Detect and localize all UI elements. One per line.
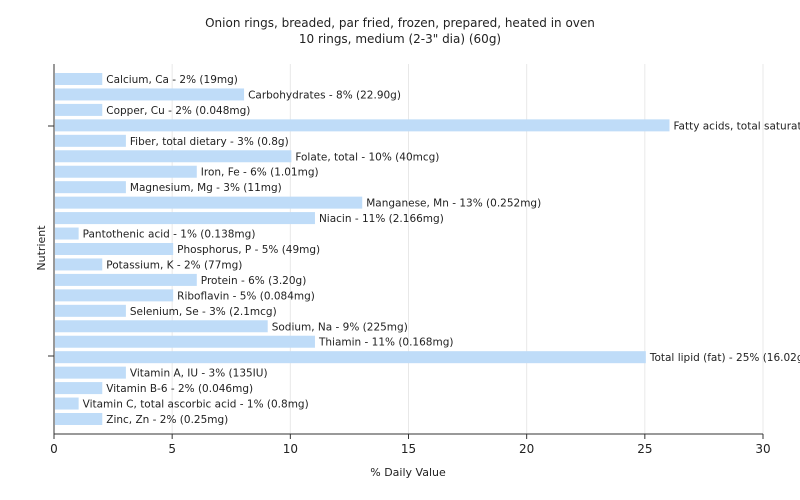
bar <box>55 413 103 425</box>
bar <box>55 103 103 116</box>
bar-label: Iron, Fe - 6% (1.01mg) <box>201 167 319 179</box>
x-tick-label: 30 <box>755 442 770 456</box>
bar-label: Magnesium, Mg - 3% (11mg) <box>130 182 282 194</box>
y-axis-label: Nutrient <box>35 225 48 271</box>
bar <box>55 366 126 379</box>
bar <box>55 273 197 286</box>
bar <box>55 243 174 255</box>
bar-label: Manganese, Mn - 13% (0.252mg) <box>366 198 541 210</box>
bar-label: Calcium, Ca - 2% (19mg) <box>106 74 238 86</box>
bar-label: Fiber, total dietary - 3% (0.8g) <box>130 136 289 148</box>
x-tick-label: 20 <box>519 442 534 456</box>
bar-label: Niacin - 11% (2.166mg) <box>319 213 444 225</box>
bar <box>55 119 670 132</box>
bar <box>55 150 292 163</box>
bar-label: Copper, Cu - 2% (0.048mg) <box>106 105 250 117</box>
bar-label: Vitamin C, total ascorbic acid - 1% (0.8… <box>83 399 309 411</box>
bar-label: Folate, total - 10% (40mcg) <box>295 151 439 163</box>
bar <box>55 335 315 348</box>
bar-label: Phosphorus, P - 5% (49mg) <box>177 244 320 256</box>
x-tick-label: 15 <box>401 442 416 456</box>
chart-subtitle: 10 rings, medium (2-3" dia) (60g) <box>298 32 502 46</box>
bar-label: Thiamin - 11% (0.168mg) <box>318 337 454 349</box>
bar <box>55 212 315 225</box>
bar-label: Vitamin B-6 - 2% (0.046mg) <box>106 383 253 395</box>
bar <box>55 304 126 317</box>
bar-label: Sodium, Na - 9% (225mg) <box>272 321 408 333</box>
bar-label: Riboflavin - 5% (0.084mg) <box>177 290 315 302</box>
bar <box>55 397 79 410</box>
chart-title: Onion rings, breaded, par fried, frozen,… <box>205 16 595 30</box>
bar-label: Vitamin A, IU - 3% (135IU) <box>130 368 268 380</box>
chart-title-block: Onion rings, breaded, par fried, frozen,… <box>0 15 800 47</box>
bar <box>55 88 245 101</box>
x-tick-label: 25 <box>637 442 652 456</box>
x-tick-label: 0 <box>50 442 58 456</box>
x-tick-label: 10 <box>283 442 298 456</box>
bar-label: Zinc, Zn - 2% (0.25mg) <box>106 414 228 426</box>
bar-label: Protein - 6% (3.20g) <box>201 275 307 287</box>
x-tick-label: 5 <box>168 442 176 456</box>
axis-layer: % Daily Value Nutrient 0 5 10 15 20 25 30 <box>35 64 771 479</box>
bar <box>55 382 103 395</box>
bar <box>55 165 197 178</box>
bar <box>55 181 126 194</box>
bar-label: Pantothenic acid - 1% (0.138mg) <box>83 229 256 241</box>
x-axis-label: % Daily Value <box>370 466 446 479</box>
bar <box>55 73 103 85</box>
bar <box>55 320 268 333</box>
bar-layer: Calcium, Ca - 2% (19mg) Carbohydrates - 8… <box>55 73 800 426</box>
bar-label: Fatty acids, total saturated - 26% (5.15… <box>673 120 800 132</box>
bar <box>55 351 646 364</box>
bar <box>55 134 126 147</box>
bar <box>55 196 363 209</box>
bar <box>55 289 174 302</box>
bar-label: Potassium, K - 2% (77mg) <box>106 259 242 271</box>
bar-label: Carbohydrates - 8% (22.90g) <box>248 89 401 101</box>
bar-label: Total lipid (fat) - 25% (16.02g) <box>649 352 800 364</box>
bar <box>55 227 79 240</box>
bar-label: Selenium, Se - 3% (2.1mcg) <box>130 306 277 318</box>
bar <box>55 258 103 271</box>
